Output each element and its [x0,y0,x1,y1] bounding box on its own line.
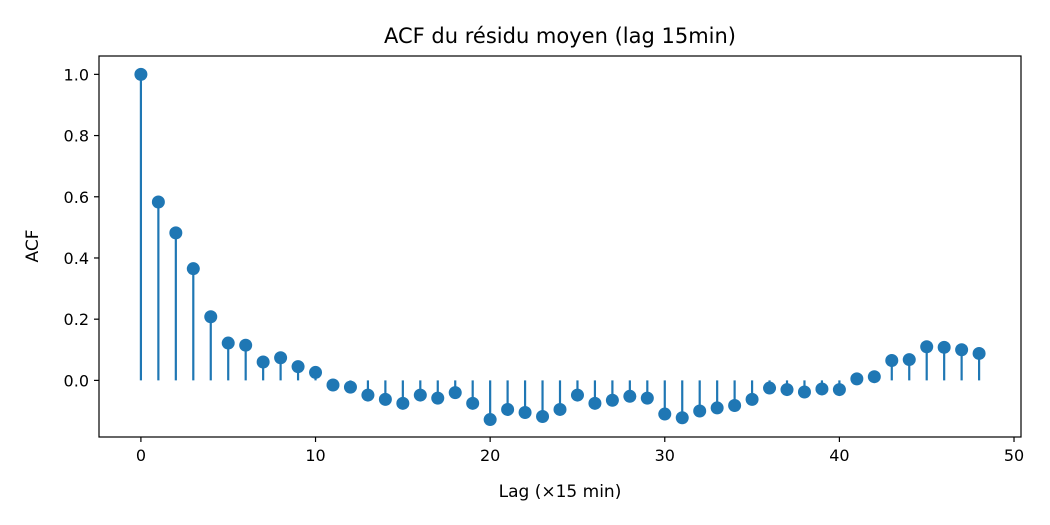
stem-lines [139,74,981,420]
stem-marker-1 [151,195,165,209]
stem-marker-48 [972,346,986,360]
stem-marker-25 [570,388,584,402]
y-tick-label: 0.2 [64,310,89,329]
stem-marker-27 [605,393,619,407]
stem-marker-10 [309,365,323,379]
y-axis-ticks: 0.0 0.2 0.4 0.6 0.8 1.0 [64,65,99,390]
stem-marker-35 [745,392,759,406]
stem-marker-23 [536,409,550,423]
stem-marker-19 [466,396,480,410]
stem-marker-16 [413,388,427,402]
stem-marker-30 [658,407,672,421]
y-tick-label: 1.0 [64,65,89,84]
stem-marker-41 [850,372,864,386]
stem-marker-36 [763,381,777,395]
stem-marker-13 [361,388,375,402]
chart-title: ACF du résidu moyen (lag 15min) [384,24,736,48]
stem-marker-21 [501,402,515,416]
x-tick-label: 10 [305,446,325,465]
stem-markers [134,67,986,427]
stem-marker-46 [937,340,951,354]
y-axis-label: ACF [23,230,43,263]
stem-marker-15 [396,396,410,410]
stem-marker-37 [780,383,794,397]
stem-marker-20 [483,413,497,427]
stem-marker-45 [920,340,934,354]
plot-frame [98,55,1022,438]
y-tick-label: 0.4 [64,249,89,268]
x-axis-label: Lag (×15 min) [499,482,622,502]
stem-marker-40 [832,383,846,397]
stem-marker-18 [448,386,462,400]
stem-marker-3 [186,262,200,276]
stem-marker-12 [343,380,357,394]
stem-marker-26 [588,396,602,410]
stem-marker-29 [640,391,654,405]
stem-marker-2 [169,226,183,240]
stem-marker-4 [204,310,218,324]
stem-marker-31 [675,411,689,425]
stem-marker-5 [221,336,235,350]
stem-marker-22 [518,406,532,420]
x-tick-label: 30 [655,446,675,465]
x-tick-label: 20 [480,446,500,465]
stem-marker-39 [815,382,829,396]
x-tick-label: 0 [136,446,146,465]
stem-marker-47 [955,343,969,357]
x-tick-label: 40 [829,446,849,465]
y-tick-label: 0.6 [64,188,89,207]
stem-marker-9 [291,360,305,374]
y-tick-label: 0.8 [64,127,89,146]
stem-marker-14 [378,392,392,406]
stem-marker-32 [693,404,707,418]
stem-marker-33 [710,401,724,415]
stem-marker-42 [867,370,881,384]
stem-marker-8 [274,351,288,365]
stem-marker-24 [553,402,567,416]
stem-marker-34 [728,398,742,412]
stem-marker-28 [623,389,637,403]
stem-marker-11 [326,378,340,392]
stem-marker-44 [902,353,916,367]
stem-marker-7 [256,355,270,369]
stem-marker-17 [431,391,445,405]
y-tick-label: 0.0 [64,371,89,390]
stem-marker-38 [797,385,811,399]
x-axis-ticks: 0 10 20 30 40 50 [136,437,1024,465]
stem-marker-6 [239,338,253,352]
stem-marker-0 [134,67,148,81]
stem-marker-43 [885,353,899,367]
x-tick-label: 50 [1004,446,1024,465]
